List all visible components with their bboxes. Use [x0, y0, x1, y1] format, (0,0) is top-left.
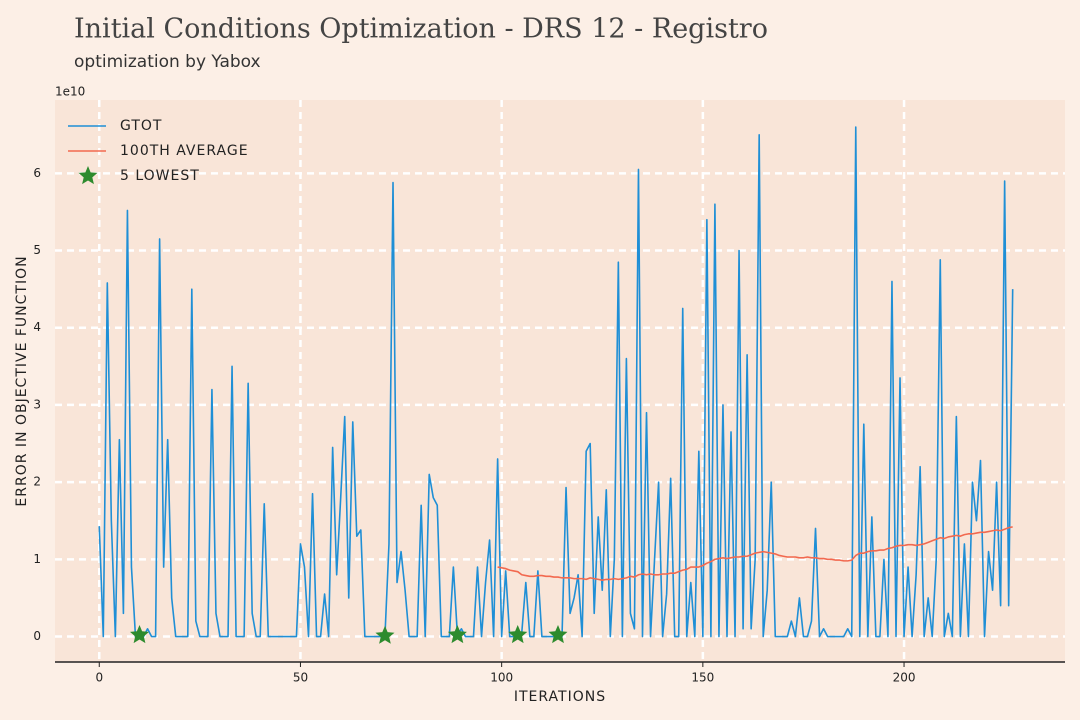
lowest-star: [548, 625, 568, 644]
y-tick-label: 5: [33, 243, 41, 257]
lowest-star: [130, 625, 149, 644]
y-tick-label: 3: [33, 397, 41, 411]
chart-subtitle: optimization by Yabox: [74, 52, 261, 72]
x-tick-label: 200: [893, 671, 916, 685]
legend-label: 5 LOWEST: [120, 168, 200, 184]
y-tick-label: 0: [33, 629, 41, 643]
y-tick-label: 6: [33, 166, 41, 180]
x-tick-label: 100: [490, 671, 513, 685]
lowest-star: [508, 625, 528, 644]
x-tick-label: 50: [293, 671, 308, 685]
y-tick-label: 1: [33, 552, 41, 566]
series-line: [497, 526, 1013, 581]
legend-label: 100TH AVERAGE: [120, 143, 249, 159]
x-tick-label: 150: [691, 671, 714, 685]
legend-marker: [78, 166, 98, 185]
y-axis-label: ERROR IN OBJECTIVE FUNCTION: [14, 255, 30, 506]
x-axis-label: ITERATIONS: [514, 689, 606, 705]
y-tick-label: 4: [33, 320, 41, 334]
legend-label: GTOT: [120, 118, 162, 134]
y-tick-label: 2: [33, 475, 41, 489]
y-offset-label: 1e10: [55, 85, 85, 99]
lowest-star: [375, 625, 395, 644]
lowest-star: [447, 625, 467, 644]
chart-title: Initial Conditions Optimization - DRS 12…: [74, 14, 768, 45]
x-tick-label: 0: [95, 671, 103, 685]
